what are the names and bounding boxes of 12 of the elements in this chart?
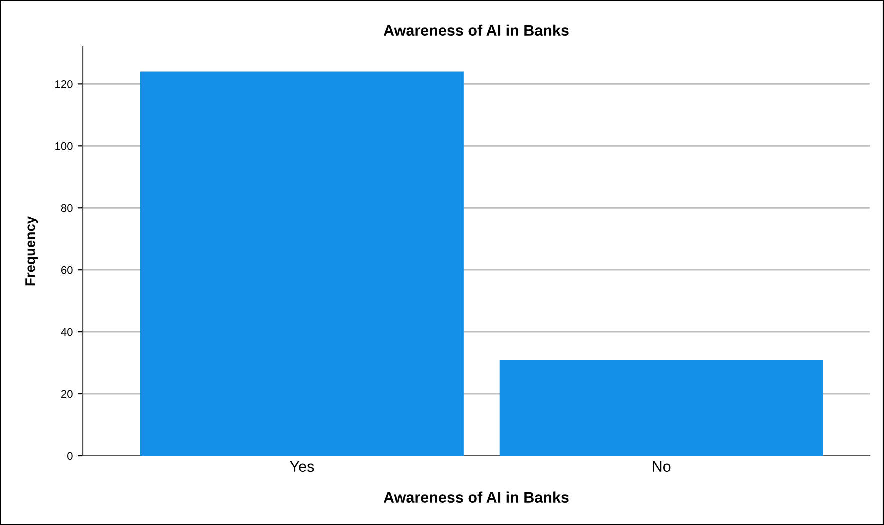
chart-title: Awareness of AI in Banks	[384, 24, 569, 36]
y-axis-title: Frequency	[26, 216, 38, 286]
y-tick-label: 40	[61, 328, 73, 336]
x-tick-label: Yes	[290, 461, 314, 472]
y-tick-label: 80	[61, 204, 73, 212]
y-tick-label: 0	[68, 452, 73, 460]
y-tick-label: 20	[61, 390, 73, 398]
x-axis-title: Awareness of AI in Banks	[384, 492, 569, 503]
y-tick-label: 60	[61, 266, 73, 274]
y-tick-label: 100	[56, 142, 73, 150]
x-tick-label: No	[653, 461, 671, 472]
y-tick-label: 120	[56, 80, 73, 88]
